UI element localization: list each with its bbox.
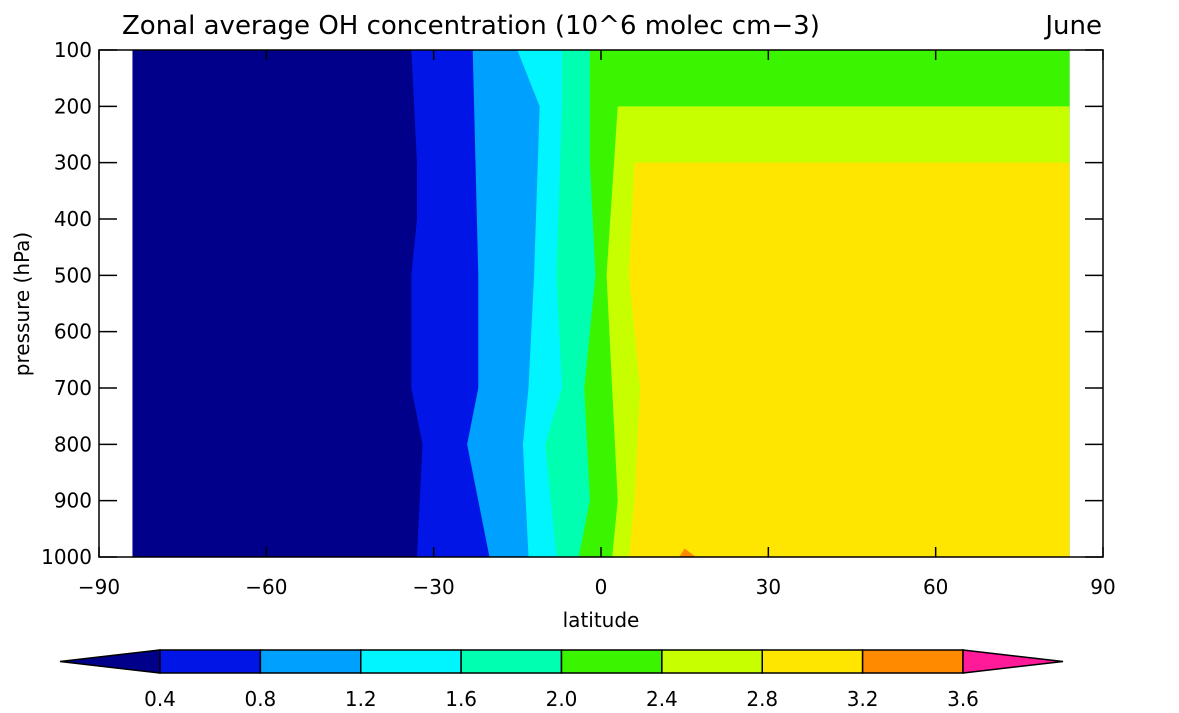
colorbar-segment bbox=[861, 649, 964, 674]
contour-fills bbox=[132, 50, 1070, 557]
colorbar-tick-label: 3.2 bbox=[847, 687, 879, 708]
y-tick-label: 200 bbox=[54, 94, 92, 118]
colorbar-segment bbox=[761, 649, 864, 674]
chart-title-text: Zonal average OH concentration (10^6 mol… bbox=[122, 11, 820, 41]
y-tick-label: 600 bbox=[54, 320, 92, 344]
x-tick-label: 0 bbox=[595, 575, 608, 599]
x-axis-label: latitude bbox=[563, 608, 640, 632]
colorbar-tick-label: 1.2 bbox=[345, 687, 377, 708]
y-tick-label: 900 bbox=[54, 489, 92, 513]
y-tick-label: 1000 bbox=[41, 545, 92, 569]
plot-area bbox=[98, 49, 1104, 558]
y-tick-label: 400 bbox=[54, 207, 92, 231]
x-tick-label: −90 bbox=[78, 575, 120, 599]
colorbar-segment bbox=[360, 649, 462, 674]
x-tick-label: −30 bbox=[413, 575, 455, 599]
y-tick-label: 500 bbox=[54, 263, 92, 287]
colorbar-tick-label: 2.0 bbox=[546, 687, 578, 708]
x-axis: −90 −60 −30 0 30 60 90 bbox=[78, 50, 1116, 599]
colorbar-segment bbox=[259, 649, 362, 674]
colorbar-extend-high bbox=[962, 649, 1064, 674]
x-tick-label: −60 bbox=[245, 575, 287, 599]
colorbar-tick-label: 1.6 bbox=[445, 687, 477, 708]
x-tick-label: 90 bbox=[1090, 575, 1115, 599]
colorbar-tick-label: 2.8 bbox=[746, 687, 778, 708]
chart-month: June bbox=[1043, 11, 1102, 41]
y-axis: 100 200 300 400 500 600 700 800 900 1000 bbox=[41, 38, 1103, 569]
contour-band-7 bbox=[628, 162, 1070, 557]
y-tick-label: 800 bbox=[54, 432, 92, 456]
colorbar-segment bbox=[560, 649, 663, 674]
x-tick-label: 60 bbox=[923, 575, 948, 599]
colorbar-segment bbox=[460, 649, 563, 674]
contour-band-8 bbox=[679, 548, 696, 557]
colorbar-tick-label: 0.8 bbox=[244, 687, 276, 708]
y-tick-label: 100 bbox=[54, 38, 92, 62]
y-axis-label: pressure (hPa) bbox=[10, 232, 34, 376]
y-tick-label: 300 bbox=[54, 151, 92, 175]
colorbar-segment bbox=[159, 649, 262, 674]
chart-title: Zonal average OH concentration (10^6 mol… bbox=[122, 11, 1102, 41]
colorbar-extend-low bbox=[59, 649, 161, 674]
colorbar-tick-label: 0.4 bbox=[144, 687, 176, 708]
colorbar: 0.4 0.8 1.2 1.6 2.0 2.4 2.8 3.2 3.6 bbox=[59, 649, 1064, 711]
y-tick-label: 700 bbox=[54, 376, 92, 400]
colorbar-tick-label: 3.6 bbox=[947, 687, 979, 708]
colorbar-segment bbox=[661, 649, 763, 674]
colorbar-tick-label: 2.4 bbox=[646, 687, 678, 708]
x-tick-label: 30 bbox=[756, 575, 781, 599]
